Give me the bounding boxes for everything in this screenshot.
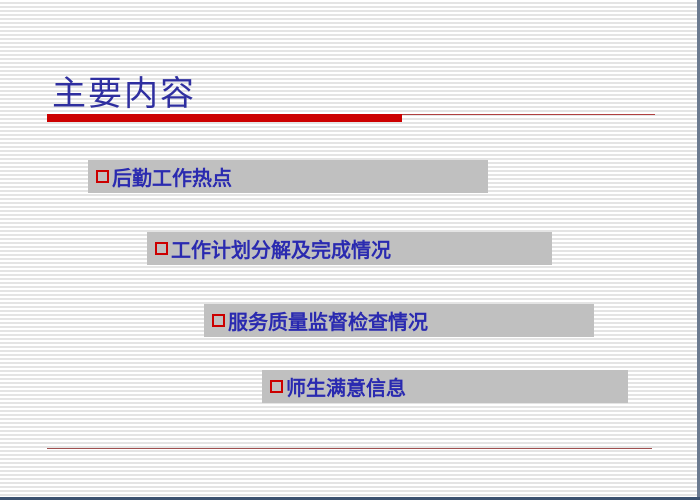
hollow-square-icon [96, 170, 109, 183]
agenda-item-1[interactable]: 后勤工作热点 [88, 160, 488, 193]
title-accent-bar [47, 114, 402, 122]
agenda-item-label: 后勤工作热点 [112, 166, 232, 190]
agenda-item-2[interactable]: 工作计划分解及完成情况 [147, 232, 552, 265]
hollow-square-icon [212, 314, 225, 327]
footer-divider-line [47, 448, 652, 449]
window-border-bottom [0, 497, 700, 500]
hollow-square-icon [155, 242, 168, 255]
agenda-item-3[interactable]: 服务质量监督检查情况 [204, 304, 594, 337]
agenda-item-4[interactable]: 师生满意信息 [262, 370, 628, 403]
slide-title: 主要内容 [52, 74, 196, 114]
agenda-item-label: 工作计划分解及完成情况 [171, 238, 391, 262]
window-border-right [697, 0, 700, 500]
agenda-item-label: 服务质量监督检查情况 [228, 310, 428, 334]
agenda-item-label: 师生满意信息 [286, 376, 406, 400]
hollow-square-icon [270, 380, 283, 393]
title-divider-line [402, 114, 655, 115]
